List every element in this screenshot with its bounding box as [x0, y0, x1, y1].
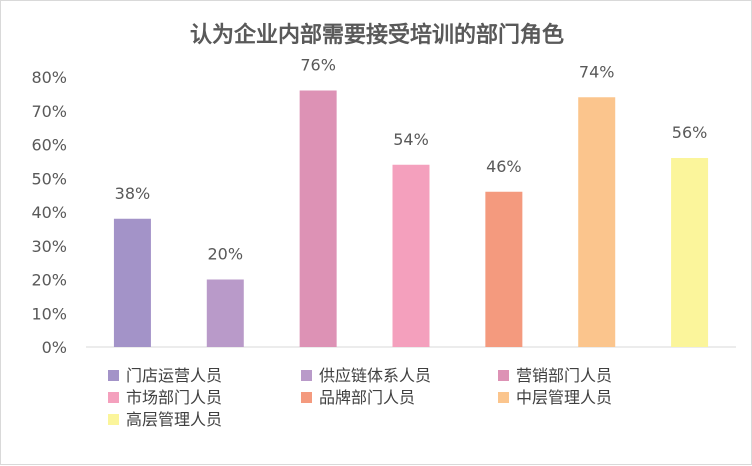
data-label: 54%: [393, 130, 429, 149]
bar: [113, 218, 151, 347]
data-labels-group: 38% 20% 76% 54% 46% 74% 56%: [115, 56, 708, 264]
legend-swatch: [301, 392, 312, 403]
y-tick-label: 50%: [31, 169, 67, 188]
legend-label: 门店运营人员: [126, 366, 222, 385]
bar: [485, 191, 523, 347]
legend-item: 门店运营人员: [108, 366, 222, 385]
legend-swatch: [498, 392, 509, 403]
data-label: 38%: [115, 184, 151, 203]
legend-label: 品牌部门人员: [319, 388, 415, 407]
legend-swatch: [301, 370, 312, 381]
y-tick-label: 60%: [31, 136, 67, 155]
bar: [206, 279, 244, 347]
data-label: 56%: [672, 123, 708, 142]
y-tick-label: 40%: [31, 203, 67, 222]
y-axis: 0% 10% 20% 30% 40% 50% 60% 70% 80%: [31, 68, 67, 357]
legend-item: 营销部门人员: [498, 366, 612, 385]
legend-item: 高层管理人员: [108, 410, 222, 429]
y-tick-label: 30%: [31, 237, 67, 256]
y-tick-label: 70%: [31, 102, 67, 121]
y-tick-label: 0%: [42, 338, 67, 357]
legend-label: 市场部门人员: [126, 388, 222, 407]
legend-label: 营销部门人员: [516, 366, 612, 385]
bar: [671, 158, 709, 347]
chart-title: 认为企业内部需要接受培训的部门角色: [190, 22, 564, 48]
data-label: 76%: [300, 56, 336, 75]
legend-swatch: [108, 414, 119, 425]
data-label: 46%: [486, 157, 522, 176]
legend-item: 中层管理人员: [498, 388, 612, 407]
legend-label: 高层管理人员: [126, 410, 222, 429]
bars-group: [113, 90, 709, 347]
bar: [299, 90, 337, 347]
bar: [578, 97, 616, 347]
y-tick-label: 80%: [31, 68, 67, 87]
legend-label: 供应链体系人员: [319, 366, 431, 385]
y-tick-label: 10%: [31, 304, 67, 323]
y-tick-label: 20%: [31, 271, 67, 290]
legend-item: 市场部门人员: [108, 388, 222, 407]
legend-swatch: [108, 392, 119, 403]
data-label: 74%: [579, 62, 615, 81]
bar: [392, 164, 430, 347]
legend-swatch: [498, 370, 509, 381]
legend-label: 中层管理人员: [516, 388, 612, 407]
legend-swatch: [108, 370, 119, 381]
legend-item: 供应链体系人员: [301, 366, 431, 385]
data-label: 20%: [208, 245, 244, 264]
legend-item: 品牌部门人员: [301, 388, 415, 407]
